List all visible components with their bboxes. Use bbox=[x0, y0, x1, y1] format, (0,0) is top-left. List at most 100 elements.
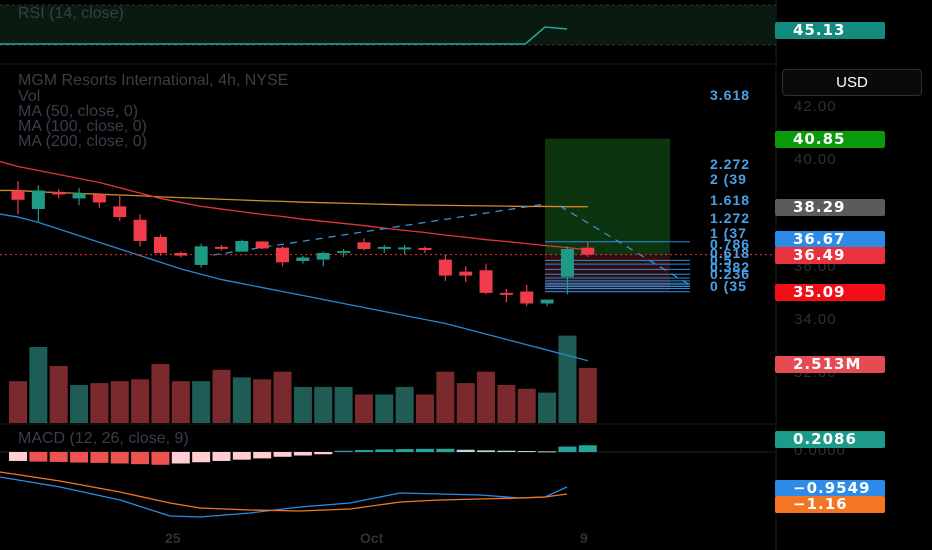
y-tick-34: 34.00 bbox=[794, 311, 837, 328]
macd-histogram-bar bbox=[456, 449, 475, 452]
target-price-tag: 40.85 bbox=[775, 131, 885, 148]
macd-histogram-bar bbox=[517, 451, 536, 453]
fib-label-1272: 1.272 bbox=[710, 210, 751, 226]
volume-bar bbox=[151, 364, 170, 423]
position-target-zone bbox=[545, 138, 670, 255]
candle-body bbox=[337, 251, 351, 254]
macd-histogram-bar bbox=[151, 452, 170, 465]
volume-bar bbox=[293, 386, 312, 423]
ma100-legend: MA (100, close, 0) bbox=[18, 118, 147, 135]
currency-button[interactable]: USD bbox=[782, 69, 922, 96]
fib-label-2272: 2.272 bbox=[710, 156, 751, 172]
macd-histogram-bar bbox=[334, 450, 353, 452]
macd-line bbox=[0, 476, 568, 518]
x-tick-25: 25 bbox=[165, 530, 181, 546]
macd-histogram-bar bbox=[192, 452, 211, 463]
candle-body bbox=[398, 247, 412, 250]
macd-histogram-bar bbox=[212, 452, 231, 461]
macd-histogram-bar bbox=[110, 452, 129, 464]
ma200-price-tag: 38.29 bbox=[775, 199, 885, 216]
macd-histogram-bar bbox=[578, 445, 597, 452]
volume-bar bbox=[416, 394, 434, 423]
candle-body bbox=[540, 299, 554, 304]
candle-body bbox=[72, 193, 86, 199]
candle-body bbox=[235, 241, 249, 252]
candle-body bbox=[581, 247, 595, 255]
fib-label-0: 0 (35 bbox=[710, 278, 747, 294]
ma50-price-tag: 36.67 bbox=[775, 231, 885, 248]
fib-label-0382: 0.382 bbox=[710, 259, 751, 275]
volume-value-tag: 2.513M bbox=[775, 356, 885, 373]
volume-bar bbox=[436, 371, 455, 423]
fib-label-3618: 3.618 bbox=[710, 87, 751, 103]
ma200-legend: MA (200, close, 0) bbox=[18, 133, 147, 150]
signal-line bbox=[0, 471, 568, 512]
candle-body bbox=[174, 252, 188, 256]
volume-bar bbox=[253, 379, 272, 423]
symbol-title: MGM Resorts International, 4h, NYSE bbox=[18, 72, 289, 89]
volume-bar bbox=[497, 385, 516, 423]
candle-body bbox=[357, 242, 371, 249]
volume-bar bbox=[273, 371, 292, 423]
candle-body bbox=[52, 191, 66, 195]
candle-body bbox=[133, 219, 147, 241]
macd-legend: MACD (12, 26, close, 9) bbox=[18, 430, 189, 447]
macd-histogram-bar bbox=[49, 452, 68, 462]
macd-histogram-bar bbox=[436, 448, 455, 452]
macd-histogram-bar bbox=[90, 452, 109, 463]
volume-bar bbox=[29, 347, 48, 423]
candle-body bbox=[418, 247, 432, 250]
macd-histogram-bar bbox=[497, 450, 516, 452]
macd-line-tag: −0.9549 bbox=[775, 480, 885, 497]
ma50-line bbox=[0, 160, 588, 251]
volume-bar bbox=[171, 381, 190, 423]
volume-bar bbox=[90, 383, 109, 423]
rsi-value-tag: 45.13 bbox=[775, 22, 885, 39]
fib-label-1618: 1.618 bbox=[710, 192, 751, 208]
candle-body bbox=[31, 190, 45, 210]
macd-histogram-bar bbox=[477, 450, 496, 452]
candle-body bbox=[113, 206, 127, 218]
candle-body bbox=[520, 291, 534, 304]
fib-label-05: 0.5 bbox=[710, 252, 733, 268]
volume-bar bbox=[395, 386, 414, 423]
volume-bar bbox=[517, 388, 536, 423]
candle-body bbox=[215, 246, 228, 249]
macd-histogram-bar bbox=[171, 452, 190, 464]
stop-price-tag: 35.09 bbox=[775, 284, 885, 301]
macd-histogram-bar bbox=[232, 452, 251, 460]
trendline-upper bbox=[199, 203, 546, 258]
macd-histogram-bar bbox=[558, 446, 577, 452]
x-tick-oct: Oct bbox=[360, 530, 384, 546]
ma100-line bbox=[0, 213, 588, 362]
candle-body bbox=[194, 246, 208, 265]
volume-bar bbox=[354, 394, 373, 423]
fib-label-2: 2 (39 bbox=[710, 171, 747, 187]
volume-bar bbox=[212, 369, 231, 423]
macd-histogram-bar bbox=[70, 452, 89, 463]
ma50-legend: MA (50, close, 0) bbox=[18, 103, 139, 120]
volume-bar bbox=[131, 379, 150, 423]
volume-bar bbox=[110, 381, 129, 423]
macd-histogram-bar bbox=[375, 449, 394, 452]
volume-bar bbox=[375, 394, 394, 423]
macd-histogram-bar bbox=[9, 452, 27, 461]
macd-histogram-bar bbox=[253, 452, 272, 459]
candle-body bbox=[153, 237, 167, 253]
macd-histogram-bar bbox=[131, 452, 150, 465]
volume-bar bbox=[70, 385, 89, 423]
candle-body bbox=[255, 241, 269, 249]
fib-label-1: 1 (37 bbox=[710, 225, 747, 241]
fib-label-0618: 0.618 bbox=[710, 245, 751, 261]
candle-body bbox=[377, 246, 391, 249]
macd-histogram-bar bbox=[416, 448, 434, 452]
ma200-line bbox=[0, 189, 588, 208]
x-tick-9: 9 bbox=[580, 530, 588, 546]
volume-bar bbox=[49, 366, 68, 423]
y-tick-42: 42.00 bbox=[794, 98, 837, 115]
signal-line-tag: −1.16 bbox=[775, 496, 885, 513]
candle-body bbox=[438, 259, 452, 276]
rsi-legend: RSI (14, close) bbox=[18, 5, 124, 22]
volume-bar bbox=[477, 371, 496, 423]
